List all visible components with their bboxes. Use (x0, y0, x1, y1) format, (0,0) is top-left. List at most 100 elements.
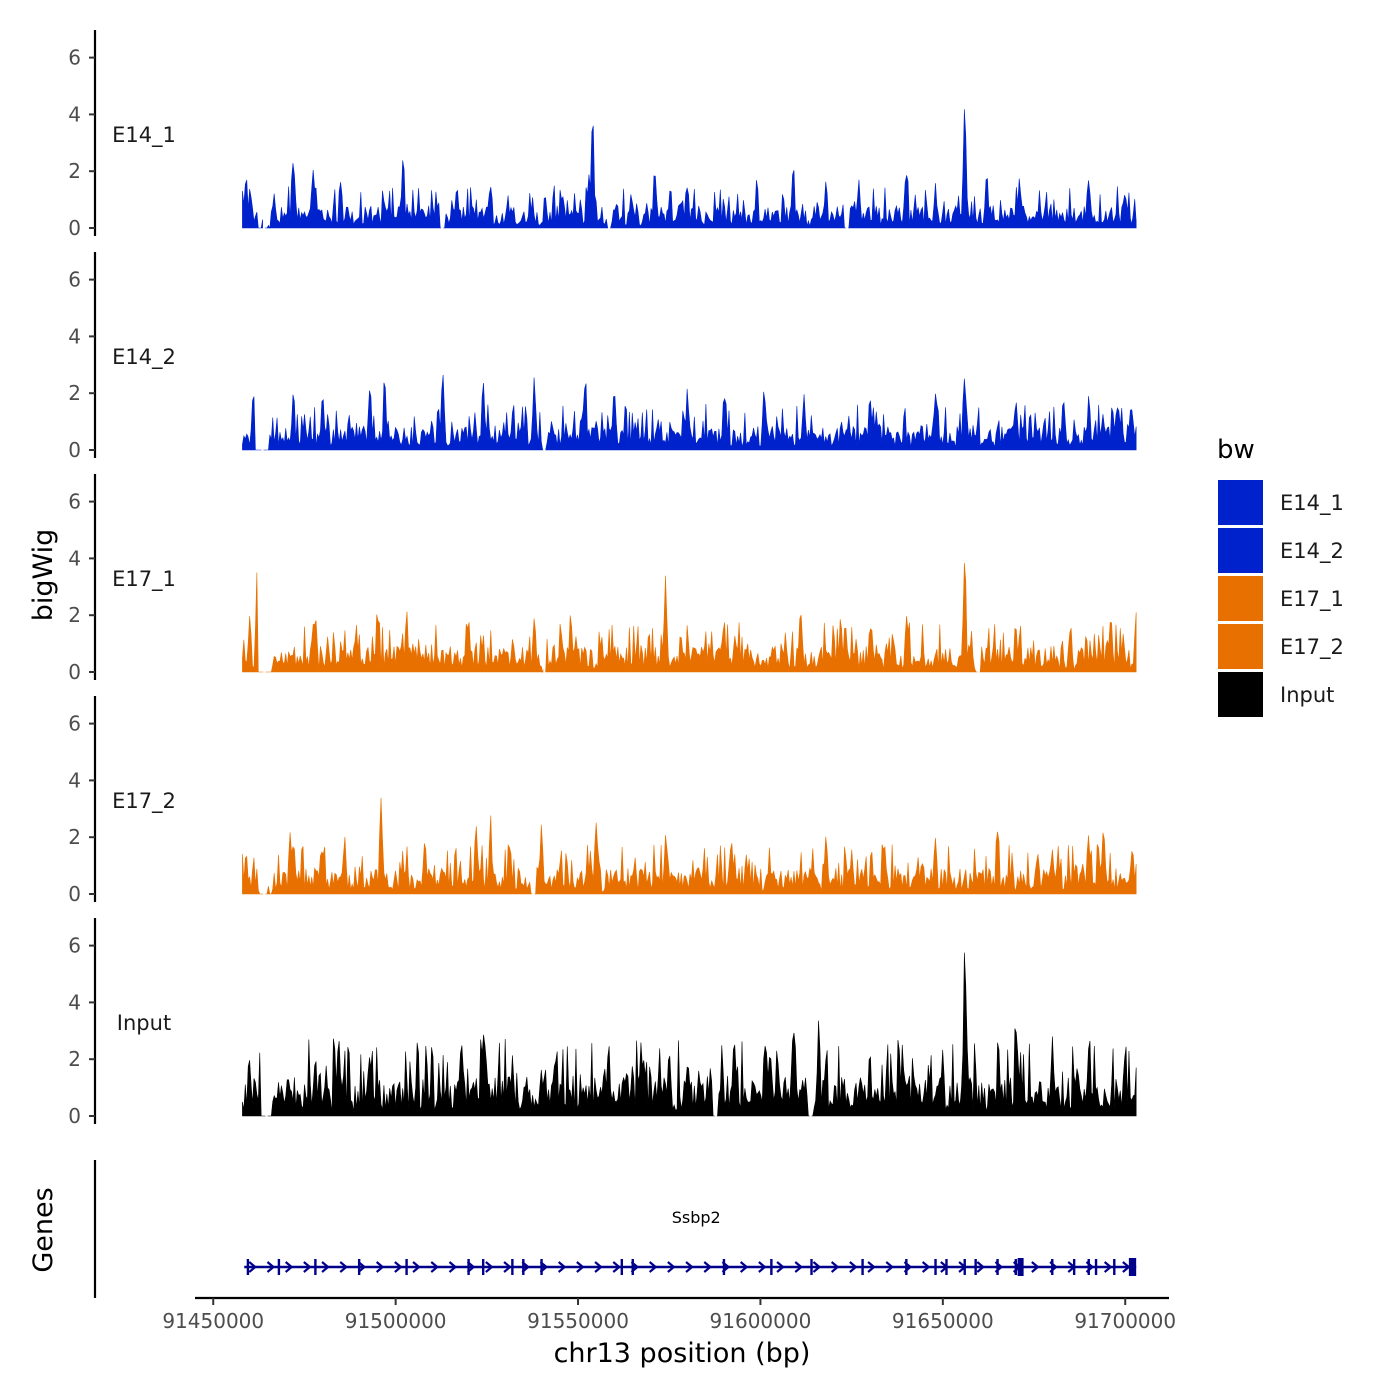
strand-arrow (1103, 1261, 1113, 1273)
track-label-Input: Input (117, 1011, 171, 1035)
gene-Ssbp2: Ssbp2 (244, 1208, 1137, 1276)
coverage-area-E17_1 (242, 562, 1137, 674)
legend-label: E17_1 (1280, 587, 1344, 612)
x-tick-label: 91600000 (710, 1309, 812, 1333)
strand-arrow (739, 1261, 749, 1273)
x-tick-label: 91500000 (345, 1309, 447, 1333)
y-tick-label: 4 (68, 324, 81, 348)
y-tick-label: 4 (68, 768, 81, 792)
legend-label: E17_2 (1280, 635, 1344, 660)
strand-arrow (394, 1261, 403, 1273)
legend-item-Input: Input (1218, 672, 1334, 717)
x-tick-label: 91550000 (527, 1309, 629, 1333)
exon (246, 1259, 250, 1275)
coverage-area-Input (242, 952, 1137, 1117)
strand-arrow (248, 1261, 257, 1273)
strand-arrow (667, 1261, 676, 1273)
track-E14_1: 0 2 4 6 E14_1 (68, 30, 1137, 240)
y-tick-label: 2 (68, 825, 81, 849)
genes-track-title: Genes (28, 1187, 59, 1272)
x-axis-title: chr13 position (bp) (554, 1338, 811, 1369)
y-tick-label: 0 (68, 882, 81, 906)
strand-arrow (812, 1261, 822, 1273)
track-E14_2: 0 2 4 6 E14_2 (68, 252, 1137, 462)
coverage-tracks: 0 2 4 6 E14_1 0 2 4 6 E14_2 0 2 4 6 E17_1 0 2 4 6 E17_2 0 2 4 6… (68, 30, 1137, 1128)
exon (974, 1259, 977, 1275)
strand-arrow (485, 1261, 494, 1273)
exon (861, 1259, 864, 1275)
x-tick-label: 91650000 (892, 1309, 994, 1333)
coverage-area-E14_2 (242, 374, 1137, 451)
exon (540, 1259, 543, 1275)
exon (905, 1259, 908, 1275)
strand-arrow (503, 1261, 512, 1273)
x-axis: 91450000 91500000 91550000 91600000 91650000… (162, 1296, 1176, 1333)
legend: E14_1 E14_2 E17_1 E17_2 Input (1218, 480, 1344, 717)
y-tick-label: 2 (68, 381, 81, 405)
coverage-area-E14_1 (242, 109, 1137, 230)
legend-swatch (1218, 480, 1263, 525)
exon (522, 1259, 525, 1275)
gene-label: Ssbp2 (672, 1208, 721, 1227)
exon (357, 1259, 361, 1275)
track-E17_2: 0 2 4 6 E17_2 (68, 696, 1137, 906)
legend-label: Input (1280, 683, 1334, 707)
y-tick-label: 4 (68, 546, 81, 570)
legend-label: E14_2 (1280, 539, 1344, 564)
strand-arrow (557, 1261, 567, 1273)
y-tick-label: 2 (68, 1047, 81, 1071)
x-tick-label: 91450000 (162, 1309, 264, 1333)
strand-arrow (685, 1261, 694, 1273)
legend-item-E17_2: E17_2 (1218, 624, 1344, 669)
strand-arrow (266, 1261, 276, 1273)
exon (1014, 1259, 1017, 1275)
strand-arrow (303, 1261, 312, 1273)
exon (1087, 1259, 1090, 1275)
y-axis-title: bigWig (28, 529, 59, 622)
strand-arrow (448, 1261, 458, 1273)
exon (277, 1259, 281, 1275)
y-tick-label: 2 (68, 159, 81, 183)
track-Input: 0 2 4 6 Input (68, 918, 1137, 1128)
exon (810, 1259, 813, 1275)
track-label-E14_2: E14_2 (112, 345, 176, 370)
legend-title: bw (1217, 435, 1255, 465)
exon (511, 1259, 514, 1275)
strand-arrow (430, 1261, 439, 1273)
exon (620, 1259, 624, 1275)
y-tick-label: 6 (68, 490, 81, 514)
exon (945, 1259, 948, 1275)
track-label-E14_1: E14_1 (112, 123, 176, 148)
strand-arrow (576, 1261, 585, 1273)
strand-arrow (357, 1261, 367, 1273)
strand-arrow (284, 1261, 294, 1273)
exon (934, 1259, 937, 1275)
strand-arrow (375, 1261, 385, 1273)
exon (314, 1259, 317, 1275)
y-tick-label: 0 (68, 660, 81, 684)
strand-arrow (849, 1261, 858, 1273)
track-label-E17_2: E17_2 (112, 789, 176, 814)
exon-block (1017, 1258, 1024, 1276)
strand-arrow (776, 1261, 785, 1273)
strand-arrow (612, 1261, 621, 1273)
strand-arrow (794, 1261, 803, 1273)
exon (481, 1259, 485, 1275)
y-tick-label: 6 (68, 934, 81, 958)
strand-arrow (867, 1261, 876, 1273)
exon (631, 1259, 634, 1275)
strand-arrow (976, 1261, 985, 1273)
strand-arrow (339, 1261, 348, 1273)
exon (770, 1259, 773, 1275)
exon (1051, 1259, 1054, 1275)
coverage-area-E17_2 (242, 797, 1137, 895)
y-tick-label: 6 (68, 712, 81, 736)
strand-arrow (648, 1261, 658, 1273)
strand-arrow (1031, 1261, 1040, 1273)
legend-item-E14_2: E14_2 (1218, 528, 1344, 573)
legend-label: E14_1 (1280, 491, 1344, 516)
strand-arrow (703, 1261, 712, 1273)
strand-arrow (921, 1261, 931, 1273)
